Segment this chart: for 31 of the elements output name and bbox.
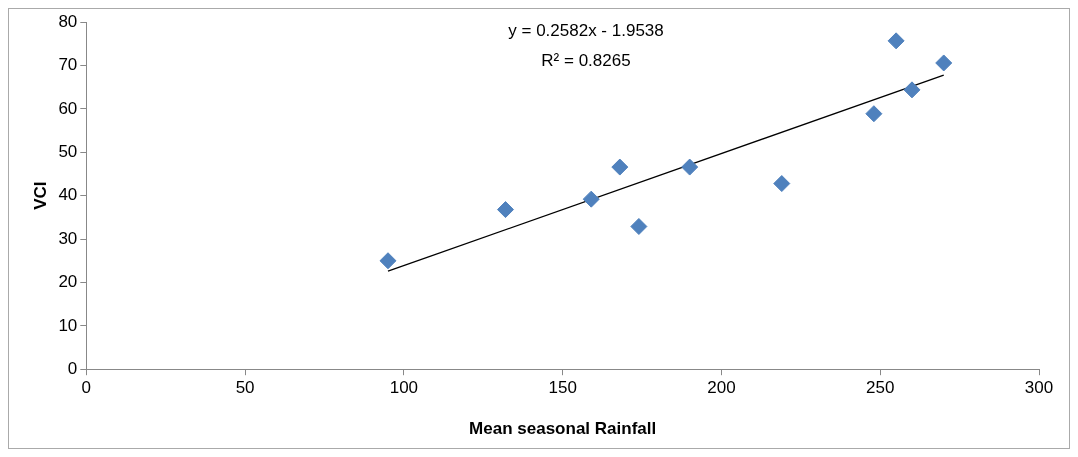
annotation: y = 0.2582x - 1.9538 bbox=[508, 20, 664, 40]
y-tick-label: 50 bbox=[58, 142, 78, 162]
y-tick-label: 10 bbox=[58, 315, 78, 335]
y-axis-title: VCI bbox=[30, 181, 50, 210]
y-tick-label: 80 bbox=[58, 11, 78, 31]
point bbox=[496, 201, 514, 219]
y-tick-label: 30 bbox=[58, 228, 78, 248]
point bbox=[379, 252, 397, 270]
point bbox=[865, 105, 883, 123]
x-tick-label: 300 bbox=[1024, 378, 1054, 398]
point bbox=[935, 54, 953, 72]
y-tick-label: 20 bbox=[58, 272, 78, 292]
point bbox=[903, 81, 921, 99]
y-tick-label: 70 bbox=[58, 55, 78, 75]
x-tick-label: 0 bbox=[81, 378, 92, 398]
x-tick-label: 50 bbox=[235, 378, 255, 398]
x-tick-label: 150 bbox=[548, 378, 577, 398]
x-axis-title: Mean seasonal Rainfall bbox=[469, 419, 657, 439]
annotation: R² = 0.8265 bbox=[541, 50, 631, 70]
x-tick-label: 250 bbox=[866, 378, 895, 398]
point bbox=[611, 158, 629, 176]
point bbox=[630, 218, 648, 235]
y-tick-label: 60 bbox=[58, 98, 78, 118]
point bbox=[773, 175, 791, 193]
x-tick-label: 200 bbox=[707, 378, 736, 398]
point bbox=[582, 190, 600, 208]
point bbox=[887, 32, 905, 50]
y-tick-label: 0 bbox=[67, 358, 78, 378]
x-tick-label: 100 bbox=[389, 378, 419, 398]
y-tick-label: 40 bbox=[58, 185, 78, 205]
point bbox=[681, 158, 699, 176]
